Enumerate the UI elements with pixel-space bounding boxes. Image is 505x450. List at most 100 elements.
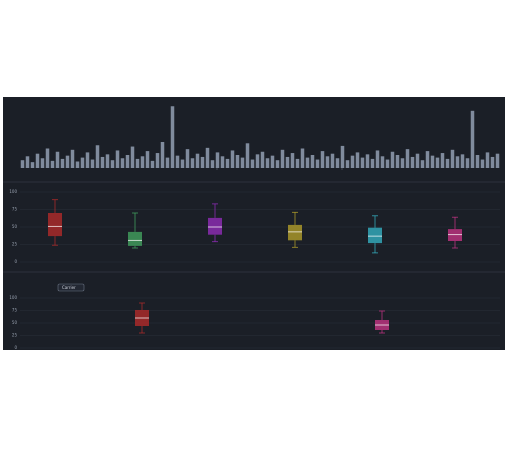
bar [470,110,475,168]
bar [40,158,45,168]
bar [365,154,370,168]
bar [105,154,110,168]
box [448,229,462,241]
bar [70,149,75,168]
bar [420,160,425,168]
bar [110,160,115,168]
bar [130,146,135,168]
bar [415,153,420,168]
bar [85,152,90,168]
bar [355,152,360,168]
bar [425,151,430,168]
bar [310,155,315,168]
bar [225,158,230,168]
bar [400,158,405,168]
bar [25,156,30,168]
bar [385,159,390,168]
bar [180,159,185,168]
bar [65,155,70,168]
bar [80,157,85,168]
bar [55,151,60,168]
box [288,224,302,241]
box [128,231,142,246]
bar [495,153,500,168]
bar [475,155,480,168]
bar [60,158,65,168]
bar [255,154,260,168]
bar [30,162,35,168]
bar [100,156,105,168]
bar [450,149,455,168]
bar [75,161,80,168]
bar [170,106,175,168]
y-tick-label: 100 [9,189,17,194]
bar [285,156,290,168]
y-tick-label: 0 [14,345,17,350]
bar [240,157,245,168]
bar [380,156,385,168]
bar [300,148,305,168]
bar [370,158,375,168]
bar [115,150,120,168]
bar [165,157,170,168]
y-tick-label: 25 [12,242,18,247]
bar [305,157,310,168]
bar [230,150,235,168]
bar [410,156,415,168]
bar [290,153,295,168]
bar [120,158,125,168]
bar [395,155,400,168]
bar [140,156,145,168]
bar [405,149,410,168]
bar [190,158,195,168]
bar [375,150,380,168]
group-dropdown[interactable] [57,283,85,292]
bar [235,155,240,168]
bar [320,151,325,168]
bar [360,157,365,168]
bar [125,155,130,168]
bar [35,153,40,168]
bar [155,153,160,168]
bar [135,158,140,168]
bar [315,159,320,168]
bar [440,153,445,168]
bar [430,155,435,168]
bar [465,158,470,168]
bar [265,158,270,168]
y-tick-label: 25 [12,333,18,338]
bar [455,156,460,168]
box [48,213,62,237]
bar [205,147,210,168]
bar [245,143,250,168]
bar [445,158,450,168]
bar [330,153,335,168]
group-dropdown-text: Carrier [62,285,76,290]
bar [210,160,215,168]
panel [3,97,505,350]
y-tick-label: 50 [12,224,18,229]
box [208,217,222,235]
bar [340,145,345,168]
y-tick-label: 75 [12,207,18,212]
bar [20,160,25,168]
bar [345,160,350,168]
bar [90,159,95,168]
bar [195,153,200,168]
box [368,227,382,244]
bar [280,149,285,168]
bar [275,160,280,168]
bar [270,155,275,168]
bar [390,151,395,168]
bar [485,152,490,168]
y-tick-label: 75 [12,308,18,313]
bar [185,149,190,168]
bar [95,145,100,168]
bar [325,156,330,168]
bar [335,158,340,168]
bar [45,148,50,168]
y-tick-label: 0 [14,259,17,264]
y-tick-label: 50 [12,320,18,325]
bar [260,151,265,168]
